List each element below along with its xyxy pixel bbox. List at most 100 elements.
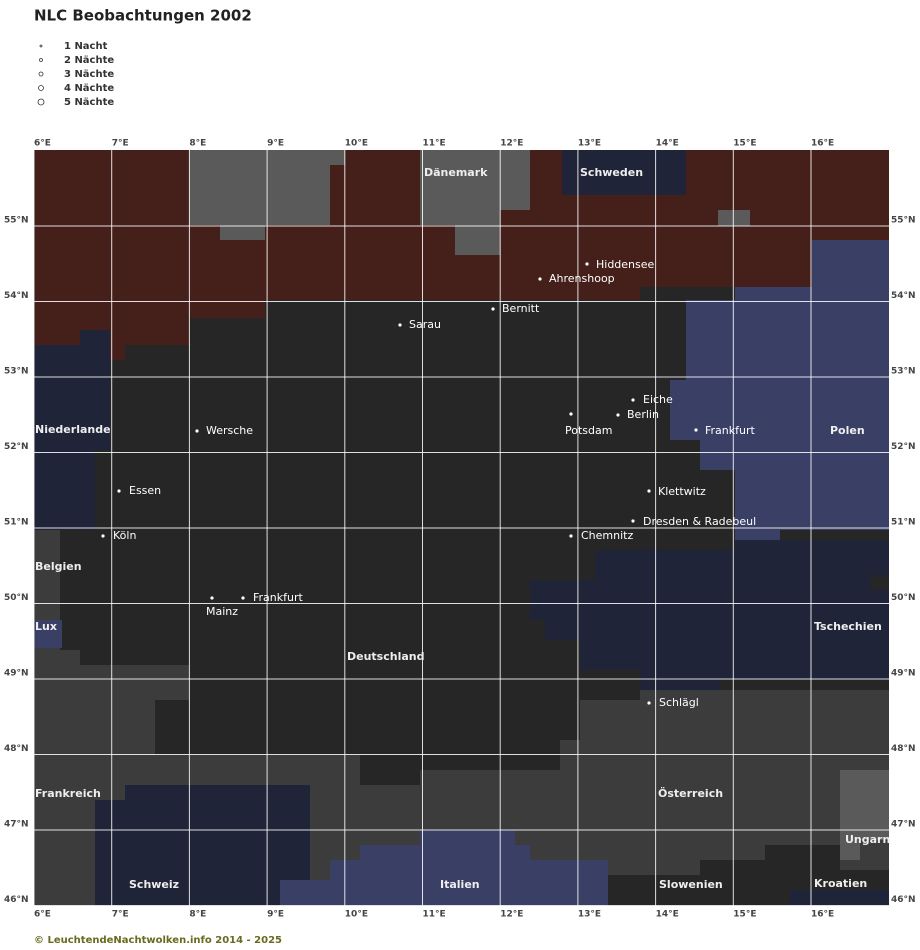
city-label: Köln xyxy=(113,529,136,542)
city-dot xyxy=(569,534,573,538)
country-label: Deutschland xyxy=(347,650,424,663)
lat-label: 54°N xyxy=(4,291,29,301)
city-label: Frankfurt xyxy=(705,424,755,437)
lon-label: 7°E xyxy=(112,139,129,149)
lat-label: 47°N xyxy=(891,820,916,830)
city-dot xyxy=(491,307,495,311)
lat-label: 52°N xyxy=(4,442,29,452)
country-label: Kroatien xyxy=(814,877,867,890)
lon-label: 16°E xyxy=(811,910,834,920)
city-label: Hiddensee xyxy=(596,258,655,271)
title: NLC Beobachtungen 2002 xyxy=(34,7,252,25)
lat-label: 51°N xyxy=(4,518,29,528)
lon-label: 12°E xyxy=(500,910,523,920)
city-dot xyxy=(647,489,651,493)
city-dot xyxy=(195,429,199,433)
lon-label: 8°E xyxy=(189,910,206,920)
city-label: Chemnitz xyxy=(581,529,633,542)
legend-label: 4 Nächte xyxy=(64,83,114,94)
lon-label: 15°E xyxy=(733,139,756,149)
country-label: Slowenien xyxy=(659,878,723,891)
lon-label: 13°E xyxy=(578,139,601,149)
lat-label: 50°N xyxy=(891,593,916,603)
lon-label: 11°E xyxy=(423,910,446,920)
country-label: Frankreich xyxy=(35,787,101,800)
legend-label: 3 Nächte xyxy=(64,69,114,80)
country-label: Schweden xyxy=(580,166,643,179)
lon-label: 9°E xyxy=(267,139,284,149)
lat-label: 55°N xyxy=(4,216,29,226)
lat-label: 55°N xyxy=(891,216,916,226)
city-dot xyxy=(694,428,698,432)
legend-marker xyxy=(38,85,44,91)
lat-label: 54°N xyxy=(891,291,916,301)
city-label: Dresden & Radebeul xyxy=(643,515,756,528)
lat-label: 50°N xyxy=(4,593,29,603)
city-dot xyxy=(569,412,573,416)
lon-label: 12°E xyxy=(500,139,523,149)
lon-label: 6°E xyxy=(34,139,51,149)
city-dot xyxy=(241,596,245,600)
city-label: Wersche xyxy=(206,424,253,437)
city-label: Berlin xyxy=(627,408,659,421)
lon-label: 15°E xyxy=(733,910,756,920)
lon-label: 14°E xyxy=(656,139,679,149)
city-dot xyxy=(101,534,105,538)
country-label: Polen xyxy=(830,424,865,437)
lat-label: 46°N xyxy=(4,895,29,905)
city-label: Essen xyxy=(129,484,161,497)
lat-label: 49°N xyxy=(891,669,916,679)
city-dot xyxy=(631,398,635,402)
city-dot xyxy=(538,277,542,281)
country-label: Lux xyxy=(35,620,57,633)
lon-label: 8°E xyxy=(189,139,206,149)
country-label: Italien xyxy=(440,878,480,891)
lon-label: 10°E xyxy=(345,139,368,149)
lat-label: 48°N xyxy=(4,744,29,754)
city-dot xyxy=(398,323,402,327)
city-dot xyxy=(210,596,214,600)
lat-label: 49°N xyxy=(4,669,29,679)
city-label: Potsdam xyxy=(565,424,612,437)
lon-label: 9°E xyxy=(267,910,284,920)
lat-label: 53°N xyxy=(4,367,29,377)
city-dot xyxy=(616,413,620,417)
city-label: Sarau xyxy=(409,318,441,331)
country-label: Schweiz xyxy=(129,878,179,891)
country-label: Niederlande xyxy=(35,423,111,436)
legend-marker xyxy=(39,44,43,48)
city-label: Klettwitz xyxy=(658,485,706,498)
legend-marker xyxy=(39,58,43,62)
country-label: Ungarn xyxy=(845,833,890,846)
lon-label: 14°E xyxy=(656,910,679,920)
lat-label: 48°N xyxy=(891,744,916,754)
city-label: Frankfurt xyxy=(253,591,303,604)
legend-label: 2 Nächte xyxy=(64,55,114,66)
lon-label: 11°E xyxy=(423,139,446,149)
country-label: Österreich xyxy=(658,786,723,800)
city-label: Bernitt xyxy=(502,302,540,315)
footer: © LeuchtendeNachtwolken.info 2014 - 2025 xyxy=(34,935,282,946)
lon-label: 7°E xyxy=(112,910,129,920)
legend-label: 1 Nacht xyxy=(64,41,108,52)
lat-label: 46°N xyxy=(891,895,916,905)
lon-label: 16°E xyxy=(811,139,834,149)
lat-label: 53°N xyxy=(891,367,916,377)
legend-marker xyxy=(38,71,44,77)
legend-label: 5 Nächte xyxy=(64,97,114,108)
lon-label: 6°E xyxy=(34,910,51,920)
city-dot xyxy=(631,519,635,523)
lat-label: 47°N xyxy=(4,820,29,830)
city-label: Schlägl xyxy=(659,696,699,709)
lat-label: 51°N xyxy=(891,518,916,528)
city-label: Ahrenshoop xyxy=(549,272,615,285)
country-label: Tschechien xyxy=(814,620,882,633)
city-dot xyxy=(585,262,589,266)
lon-label: 10°E xyxy=(345,910,368,920)
lat-label: 52°N xyxy=(891,442,916,452)
city-label: Eiche xyxy=(643,393,673,406)
city-dot xyxy=(647,701,651,705)
city-dot xyxy=(117,489,121,493)
legend-marker xyxy=(37,98,45,106)
